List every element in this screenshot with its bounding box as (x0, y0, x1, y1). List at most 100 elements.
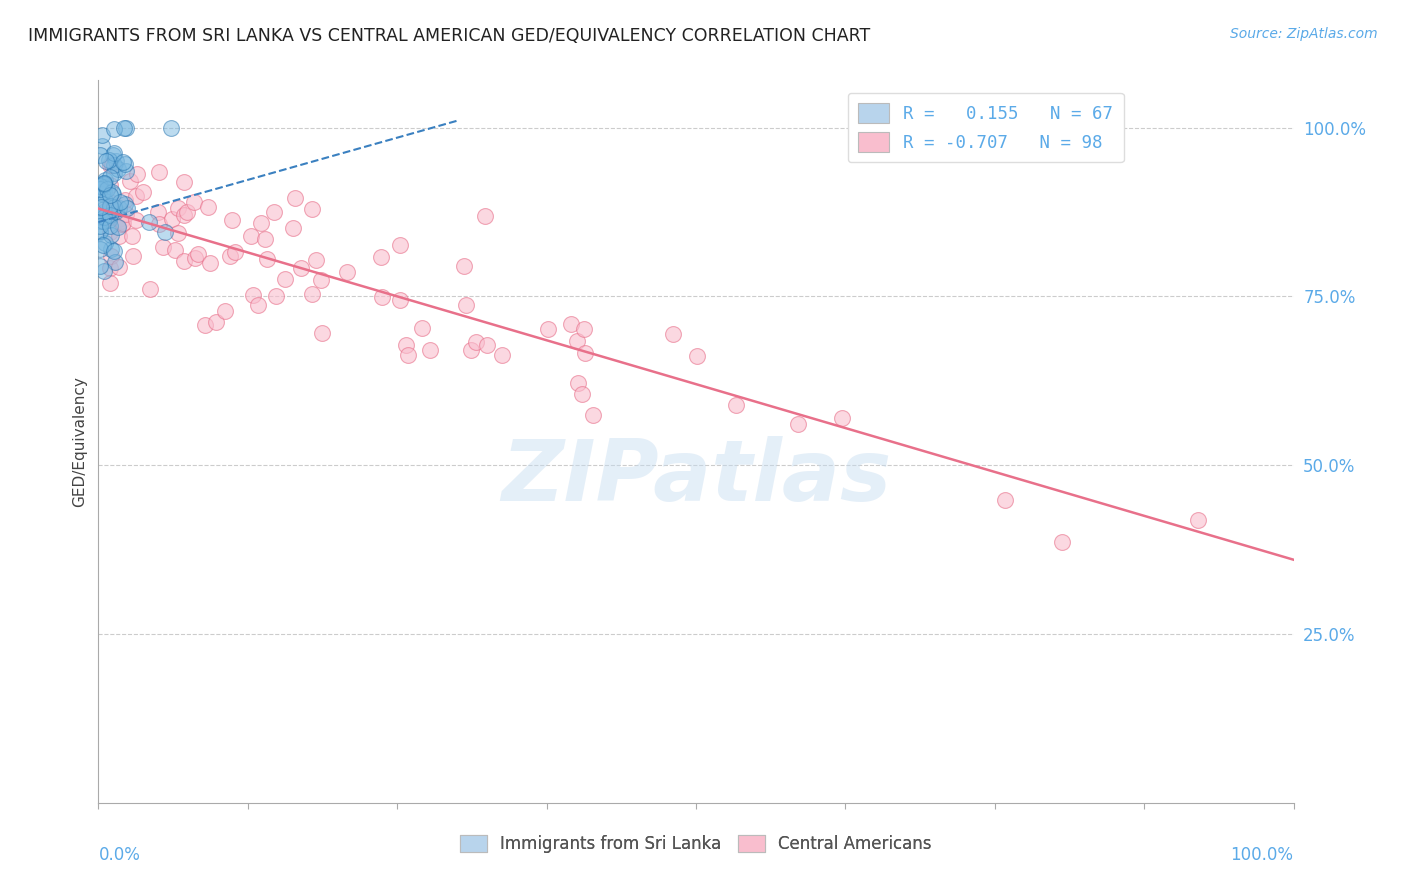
Point (98, 204, 122, 219)
Point (686, 349, 709, 363)
Point (725, 398, 748, 412)
Point (89, 224, 111, 238)
Point (89, 179, 111, 194)
Point (101, 185, 124, 199)
Point (160, 211, 183, 226)
Point (242, 288, 264, 302)
Point (103, 122, 125, 136)
Point (474, 209, 496, 223)
Point (184, 251, 207, 265)
Text: 100.0%: 100.0% (1230, 847, 1294, 864)
Point (121, 228, 143, 243)
Point (284, 191, 307, 205)
Point (90, 128, 112, 142)
Point (100, 249, 122, 263)
Point (96, 182, 118, 196)
Point (108, 211, 131, 226)
Point (465, 335, 488, 350)
Point (103, 244, 125, 258)
Point (253, 232, 276, 246)
Point (173, 253, 195, 268)
Point (193, 318, 215, 333)
Point (127, 167, 149, 181)
Point (89, 243, 111, 257)
Point (98, 276, 122, 290)
Point (125, 189, 148, 203)
Point (301, 202, 323, 216)
Point (103, 146, 125, 161)
Point (98, 210, 122, 224)
Point (370, 250, 392, 264)
Point (159, 120, 181, 135)
Point (93, 263, 115, 277)
Point (91, 138, 114, 153)
Point (1187, 513, 1209, 527)
Point (224, 244, 246, 259)
Point (200, 256, 222, 270)
Point (256, 252, 278, 267)
Point (93, 203, 115, 218)
Point (89, 219, 111, 233)
Point (163, 243, 186, 257)
Point (240, 228, 263, 243)
Point (89, 182, 111, 196)
Point (183, 194, 205, 209)
Point (114, 157, 136, 171)
Point (662, 326, 685, 341)
Point (108, 260, 131, 274)
Point (831, 411, 853, 425)
Point (132, 185, 155, 199)
Point (93, 176, 115, 190)
Text: 0.0%: 0.0% (98, 847, 141, 864)
Point (108, 201, 131, 215)
Point (453, 259, 475, 273)
Point (110, 214, 132, 228)
Text: ZIPatlas: ZIPatlas (501, 436, 891, 519)
Point (122, 249, 145, 263)
Point (309, 273, 332, 287)
Point (103, 201, 125, 215)
Point (89, 148, 111, 162)
Point (148, 165, 170, 179)
Point (91, 214, 114, 228)
Point (112, 120, 135, 135)
Point (148, 217, 170, 231)
Legend: Immigrants from Sri Lanka, Central Americans: Immigrants from Sri Lanka, Central Ameri… (454, 828, 938, 860)
Point (98, 158, 122, 172)
Point (371, 290, 394, 304)
Point (103, 166, 125, 180)
Point (98, 225, 122, 239)
Point (104, 255, 127, 269)
Point (93, 202, 115, 216)
Point (91, 178, 114, 192)
Point (411, 321, 433, 335)
Point (246, 298, 269, 312)
Point (214, 304, 236, 318)
Point (146, 205, 169, 219)
Point (93, 177, 115, 191)
Point (305, 253, 328, 268)
Point (567, 376, 589, 391)
Point (93, 179, 115, 194)
Point (572, 322, 595, 336)
Point (94, 236, 117, 251)
Point (94, 172, 117, 186)
Point (103, 158, 125, 172)
Point (105, 203, 128, 218)
Point (125, 213, 148, 227)
Point (994, 493, 1017, 508)
Point (290, 260, 312, 275)
Point (93, 184, 115, 198)
Text: IMMIGRANTS FROM SRI LANKA VS CENTRAL AMERICAN GED/EQUIVALENCY CORRELATION CHART: IMMIGRANTS FROM SRI LANKA VS CENTRAL AME… (28, 27, 870, 45)
Point (111, 215, 134, 229)
Point (389, 238, 412, 252)
Point (311, 326, 333, 341)
Point (98, 209, 121, 223)
Point (114, 197, 136, 211)
Point (98, 213, 121, 227)
Point (96, 153, 118, 168)
Point (176, 205, 198, 219)
Point (91, 237, 114, 252)
Point (98, 194, 122, 209)
Point (89, 260, 111, 274)
